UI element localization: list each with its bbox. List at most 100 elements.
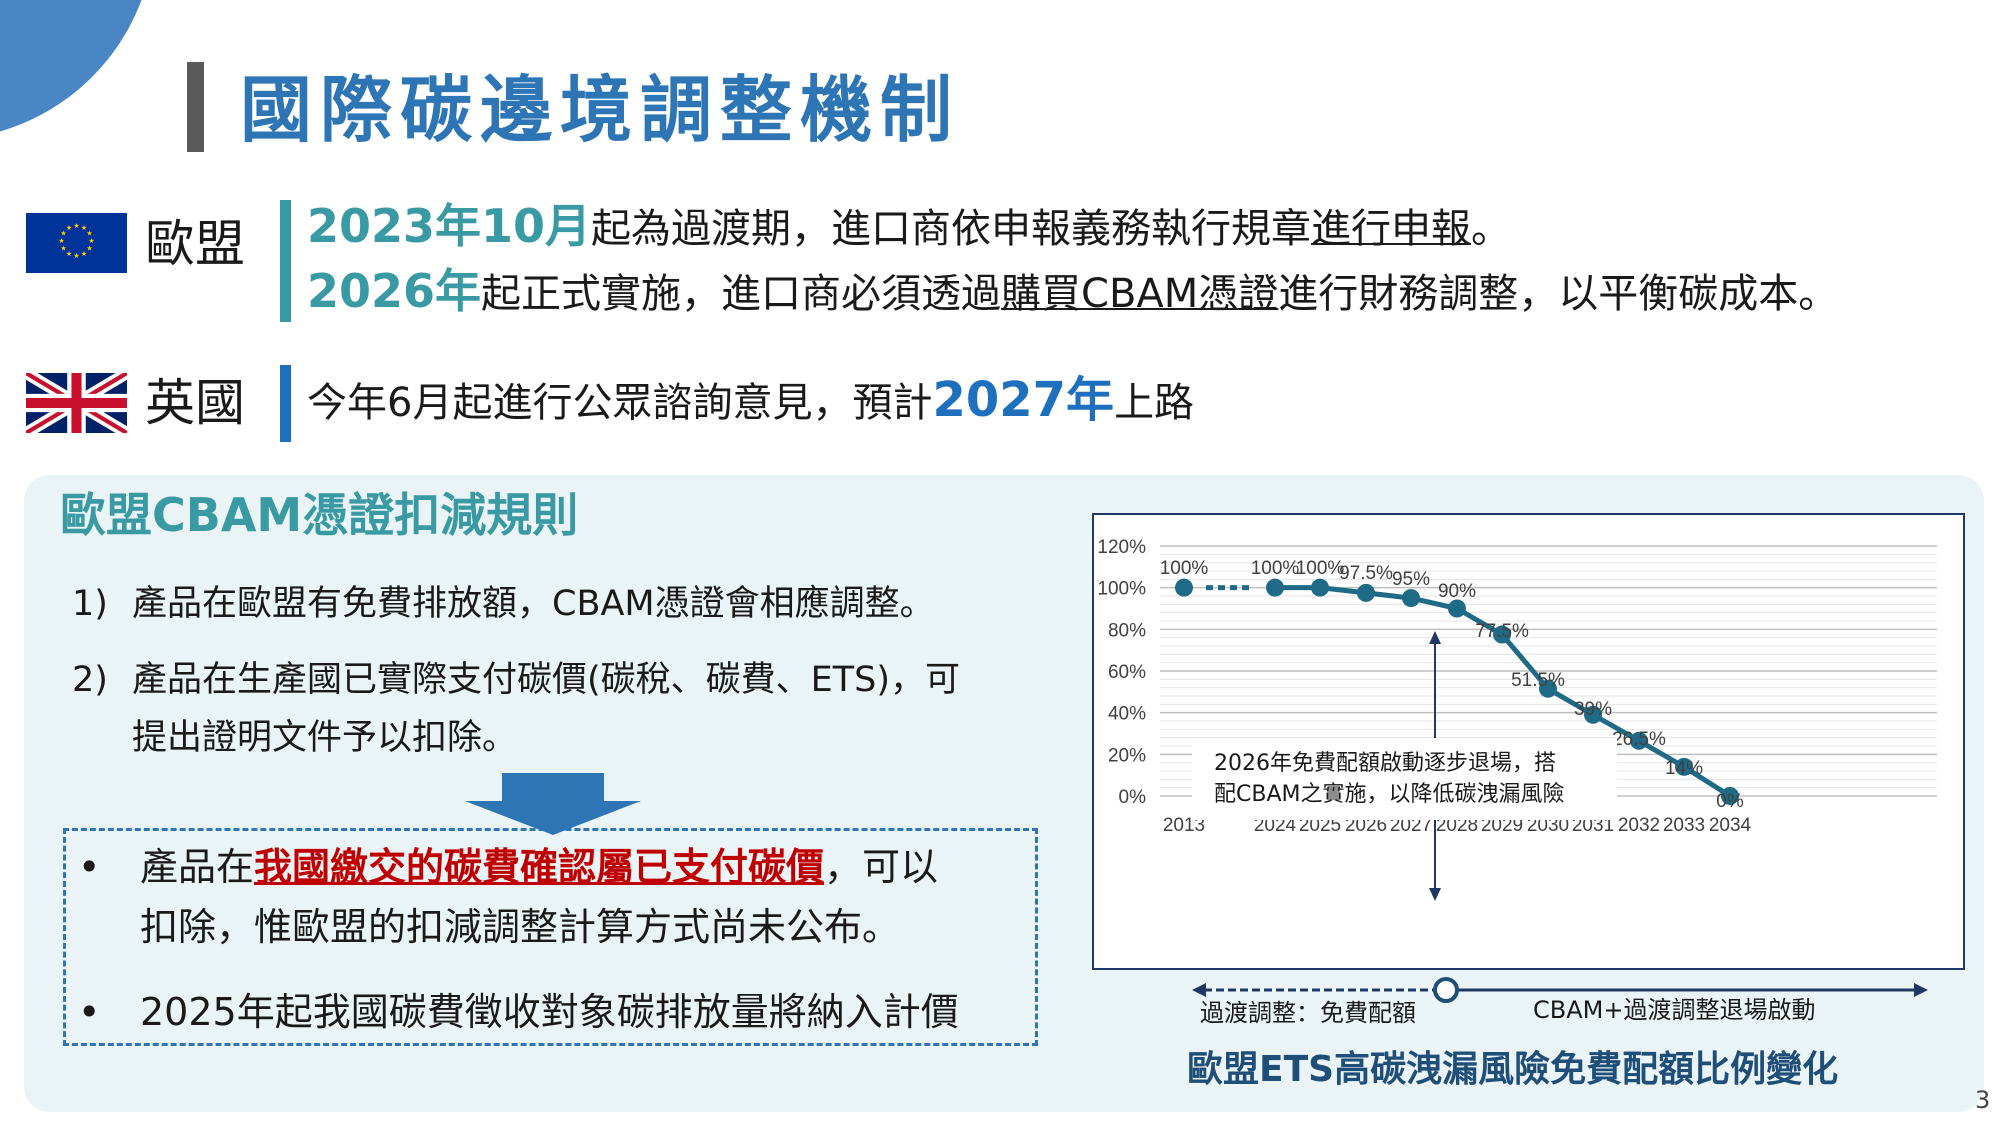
svg-text:★: ★: [73, 252, 79, 260]
data-label-2034: 0%: [1716, 791, 1744, 812]
y-tick-label: 80%: [1108, 620, 1146, 641]
uk-divider: [280, 365, 291, 442]
data-point-2013: [1175, 578, 1193, 597]
annotation-arrowhead-down: [1429, 888, 1441, 901]
data-point-2025: [1311, 578, 1329, 597]
data-point-2031: [1584, 705, 1602, 724]
data-label-2033: 14%: [1665, 758, 1703, 779]
data-point-2027: [1402, 589, 1420, 608]
uk-line-text: 今年6月起進行公眾諮詢意見，預計: [307, 380, 933, 426]
eu-divider: [280, 200, 291, 322]
data-point-2032: [1630, 731, 1648, 750]
y-tick-label: 40%: [1108, 704, 1146, 725]
down-arrow-icon: [465, 773, 641, 835]
svg-text:★: ★: [81, 250, 87, 258]
data-label-2026: 97.5%: [1339, 563, 1393, 584]
x-tick-label: 2024: [1254, 815, 1297, 836]
data-point-2029: [1493, 625, 1511, 644]
uk-line: 今年6月起進行公眾諮詢意見，預計2027年上路: [307, 372, 1194, 431]
x-tick-label: 2027: [1390, 815, 1432, 836]
eu-line-2: 2026年起正式實施，進口商必須透過購買CBAM憑證進行財務調整，以平衡碳成本。: [307, 263, 1838, 322]
svg-text:★: ★: [66, 250, 72, 258]
y-tick-label: 100%: [1097, 579, 1146, 600]
region-eu: 歐盟: [145, 215, 245, 273]
x-tick-label: 2033: [1663, 815, 1705, 836]
bullet-1-highlight: 我國繳交的碳費確認屬已支付碳價: [254, 845, 825, 889]
svg-text:★: ★: [86, 230, 92, 238]
bullet-dot: •: [78, 990, 101, 1034]
data-label-2028: 90%: [1438, 581, 1476, 602]
svg-text:★: ★: [66, 224, 72, 232]
y-tick-label: 60%: [1108, 662, 1146, 683]
svg-text:★: ★: [58, 237, 64, 245]
eu-date-2026: 2026年: [307, 264, 482, 318]
rules-title: 歐盟CBAM憑證扣減規則: [60, 488, 579, 542]
rule-text-continued: 提出證明文件予以扣除。: [132, 718, 518, 758]
data-point-2028: [1448, 599, 1466, 618]
data-label-2027: 95%: [1392, 569, 1430, 590]
eu-line-2-text: 起正式實施，進口商必須透過: [481, 271, 1002, 317]
eu-date-2023: 2023年10月: [307, 199, 592, 253]
region-uk: 英國: [145, 374, 245, 432]
rule-number: 1): [72, 584, 108, 624]
timeline-left-label: 過渡調整：免費配額: [1200, 999, 1416, 1027]
data-label-2030: 51.5%: [1511, 670, 1565, 691]
x-tick-label: 2025: [1299, 815, 1341, 836]
timeline-marker-icon: [1433, 977, 1459, 1003]
y-tick-label: 20%: [1108, 745, 1146, 766]
slide-title: 國際碳邊境調整機制: [240, 68, 961, 152]
annotation-box: [1192, 738, 1617, 820]
data-label-2029: 77.5%: [1475, 621, 1529, 642]
y-tick-label: 0%: [1119, 787, 1147, 808]
data-point-2034: [1721, 787, 1739, 805]
data-label-2032: 26.5%: [1612, 729, 1666, 750]
x-tick-label: 2028: [1436, 815, 1478, 836]
phase-timeline: [1192, 977, 1928, 1003]
data-point-2024: [1266, 578, 1284, 597]
svg-text:★: ★: [60, 245, 66, 253]
annotation-text-2: 配CBAM之實施，以降低碳洩漏風險: [1214, 782, 1565, 807]
rule-text: 產品在歐盟有免費排放額，CBAM憑證會相應調整。: [132, 584, 935, 624]
x-tick-label: 2030: [1527, 815, 1569, 836]
eu-line-1-underlined: 進行申報: [1311, 206, 1472, 252]
timeline-left-arrowhead: [1192, 983, 1206, 997]
chart-caption: 歐盟ETS高碳洩漏風險免費配額比例變化: [1187, 1049, 1839, 1090]
svg-text:★: ★: [60, 230, 66, 238]
corner-decoration: [0, 0, 155, 140]
data-point-2030: [1539, 679, 1557, 698]
eu-line-1: 2023年10月起為過渡期，進口商依申報義務執行規章進行申報。: [307, 198, 1511, 257]
svg-text:★: ★: [88, 237, 94, 245]
bullet-1-post: ，可以: [824, 845, 939, 889]
eu-line-2-end: 進行財務調整，以平衡碳成本。: [1278, 271, 1839, 317]
x-tick-label: 2034: [1709, 815, 1752, 836]
uk-flag-icon: [26, 373, 127, 433]
svg-text:★: ★: [81, 224, 87, 232]
x-tick-label: 2032: [1618, 815, 1660, 836]
data-point-2026: [1357, 583, 1375, 602]
annotation-text-1: 2026年免費配額啟動逐步退場，搭: [1214, 751, 1556, 776]
eu-line-1-end: 。: [1471, 206, 1512, 252]
page-number: 3: [1975, 1086, 1991, 1114]
eu-line-2-underlined: 購買CBAM憑證: [1001, 271, 1279, 317]
bullet-dot: •: [78, 845, 101, 889]
x-tick-label: 2013: [1163, 815, 1205, 836]
eu-line-1-text: 起為過渡期，進口商依申報義務執行規章: [591, 206, 1312, 252]
x-tick-label: 2029: [1481, 815, 1523, 836]
x-tick-label: 2026: [1345, 815, 1387, 836]
bullet-1-line-2: 扣除，惟歐盟的扣減調整計算方式尚未公布。: [140, 905, 901, 949]
annotation-arrowhead-up: [1429, 631, 1441, 644]
data-point-2033: [1675, 757, 1693, 776]
rule-text: 產品在生產國已實際支付碳價(碳稅、碳費、ETS)，可: [132, 660, 961, 700]
data-label-2031: 39%: [1574, 699, 1612, 720]
free-allocation-chart: 0%20%40%60%80%100%120% 2013 2024 2025 2026 2…: [1097, 537, 1937, 901]
data-label-2025: 100%: [1296, 558, 1345, 579]
uk-line-end: 上路: [1114, 380, 1195, 426]
eu-flag-icon: ★ ★★ ★★★ ★★★ ★★★: [26, 213, 127, 273]
timeline-right-arrowhead: [1914, 983, 1928, 997]
data-label-2013: 100%: [1160, 558, 1209, 579]
title-accent-bar: [187, 62, 204, 152]
bullet-1-pre: 產品在: [140, 845, 255, 889]
svg-text:★: ★: [73, 222, 79, 230]
timeline-right-label: CBAM+過渡調整退場啟動: [1533, 996, 1816, 1024]
note-box: [63, 828, 1038, 1046]
